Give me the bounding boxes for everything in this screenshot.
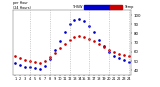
Bar: [110, 5, 122, 9]
Text: THSW: THSW: [72, 5, 83, 9]
Bar: [84, 5, 110, 9]
Text: Milwaukee Weather  Outdoor Temperature
vs THSW Index
per Hour
(24 Hours): Milwaukee Weather Outdoor Temperature vs…: [13, 0, 84, 10]
Text: Temp: Temp: [124, 5, 133, 9]
